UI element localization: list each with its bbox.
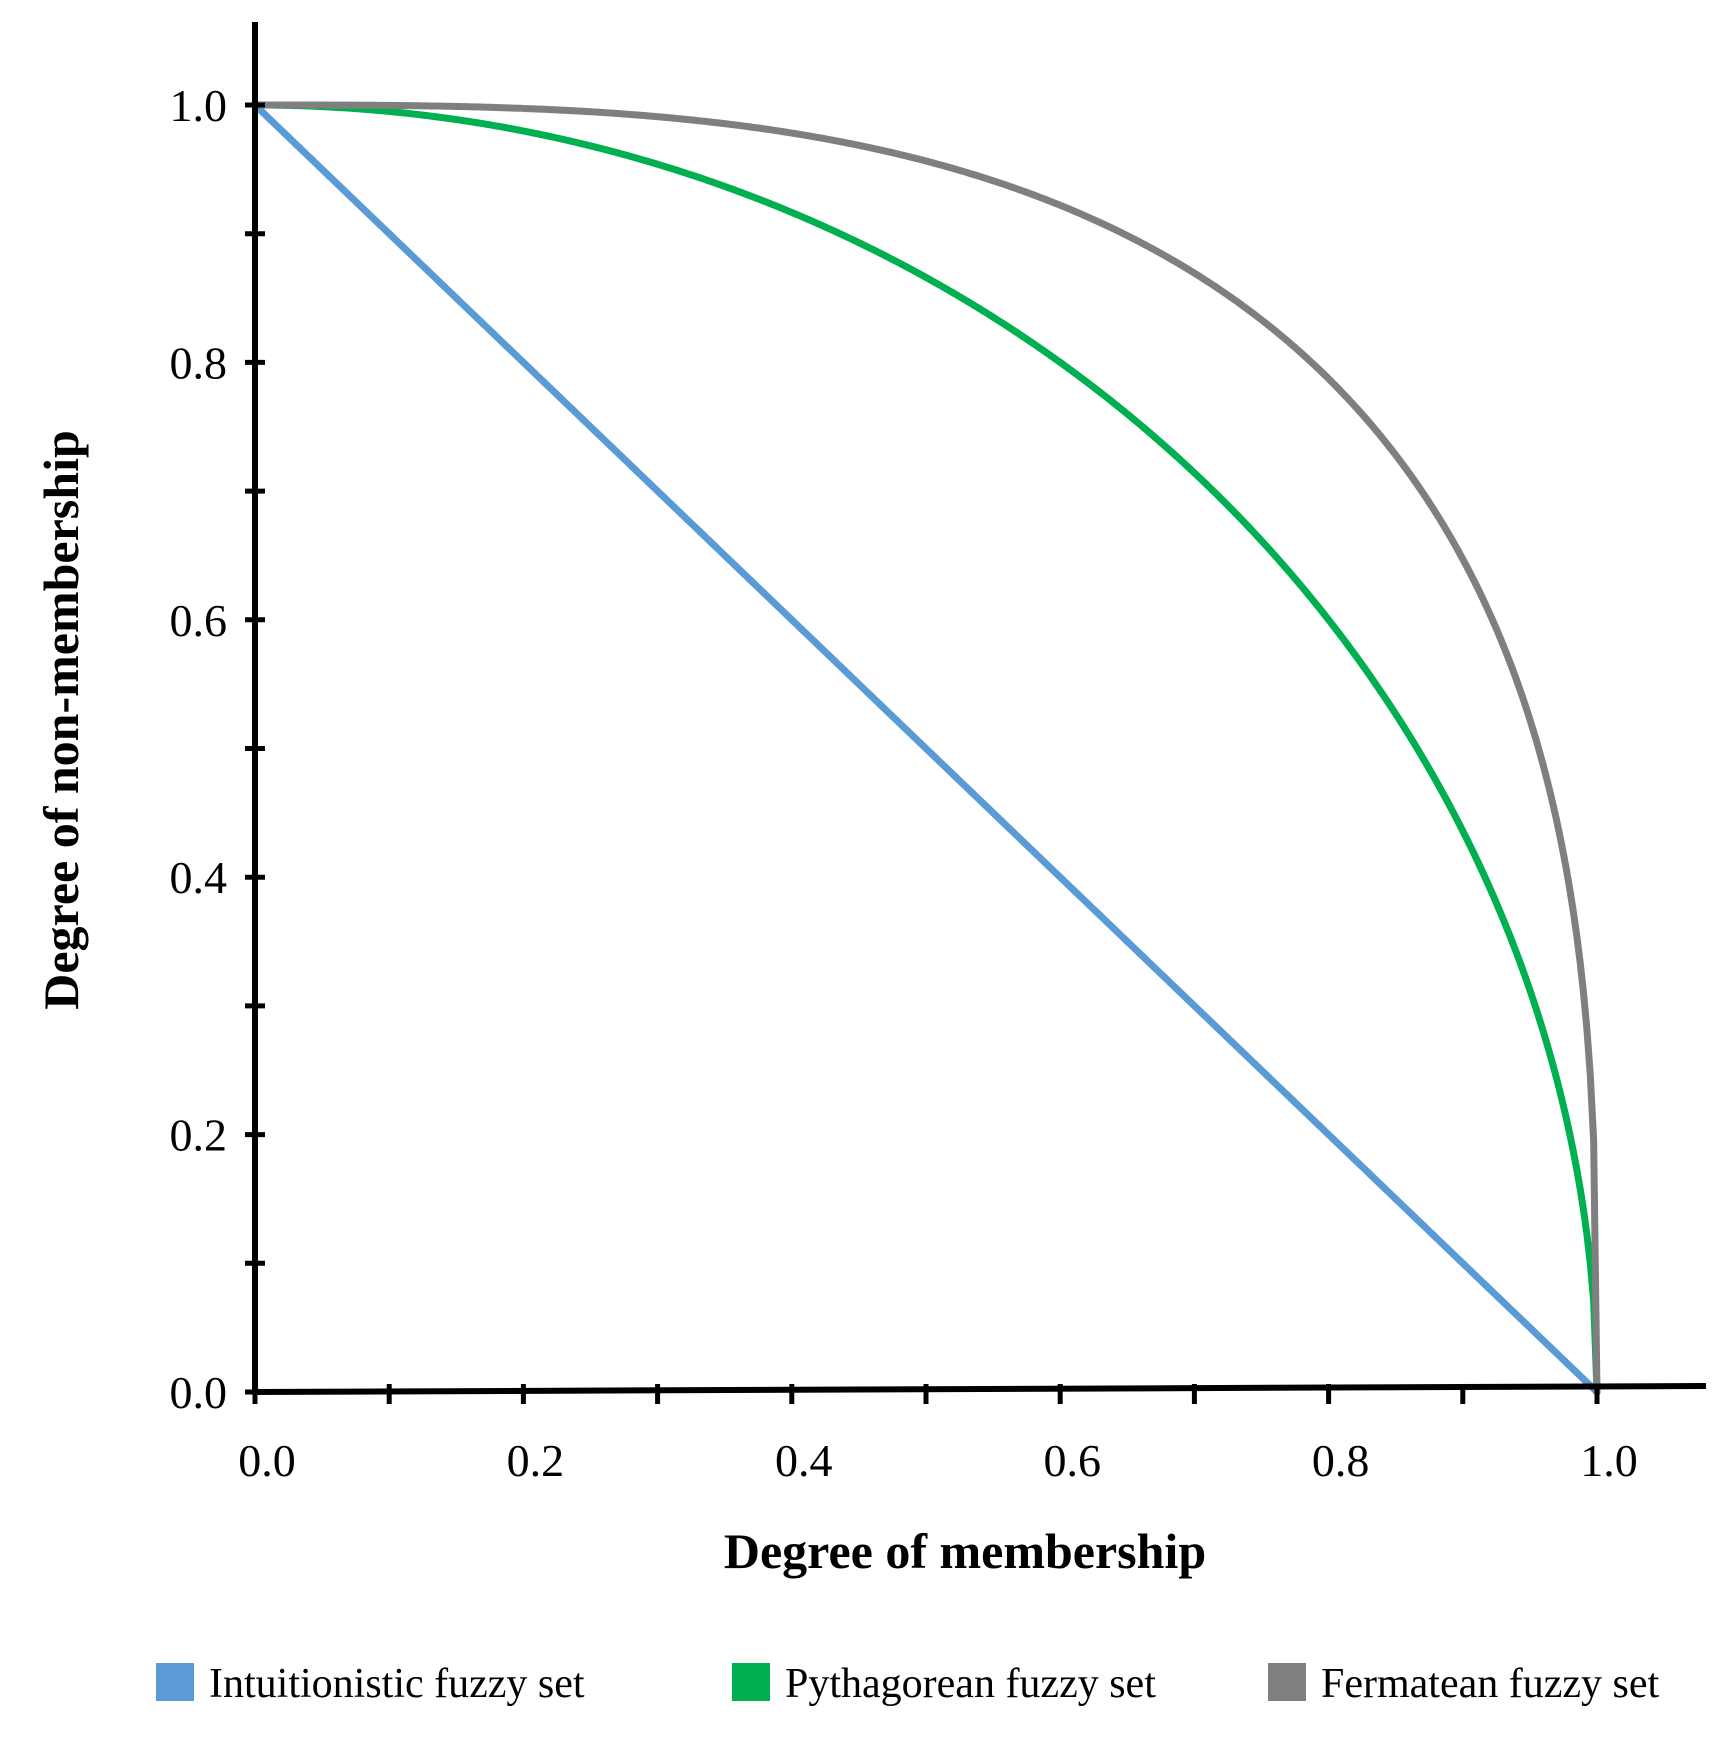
x-tick-label: 0.2 <box>507 1435 565 1486</box>
x-tick-label: 0.0 <box>238 1435 296 1486</box>
y-tick-label: 0.2 <box>170 1110 228 1161</box>
x-tick-label: 0.4 <box>775 1435 833 1486</box>
legend-swatch <box>732 1663 770 1701</box>
series-layer <box>251 101 1601 1396</box>
y-tick-label: 0.6 <box>170 595 228 646</box>
legend-label: Fermatean fuzzy set <box>1321 1661 1660 1707</box>
x-axis-line <box>251 1383 1707 1395</box>
legend-swatch <box>1268 1663 1306 1701</box>
axes-layer <box>245 22 1707 1404</box>
y-tick-label: 0.8 <box>170 337 228 388</box>
legend-item: Pythagorean fuzzy set <box>732 1661 1156 1707</box>
legend: Intuitionistic fuzzy set Pythagorean fuzz… <box>156 1661 1660 1707</box>
y-tick-label: 0.4 <box>170 852 228 903</box>
series-line-1 <box>251 101 1601 1396</box>
legend-swatch <box>156 1663 194 1701</box>
series-line-3 <box>251 101 1601 1396</box>
y-tick-label: 0.0 <box>170 1367 228 1418</box>
labels-layer: 0.0 0.2 0.4 0.6 0.8 1.0 0.0 0.2 0.4 0.6 0.8 1.0 <box>170 80 1638 1486</box>
x-axis-title: Degree of membership <box>724 1523 1206 1579</box>
x-tick-label: 0.8 <box>1312 1435 1370 1486</box>
legend-item: Intuitionistic fuzzy set <box>156 1661 585 1707</box>
legend-label: Intuitionistic fuzzy set <box>209 1661 585 1707</box>
x-tick-label: 0.6 <box>1043 1435 1101 1486</box>
y-tick-label: 1.0 <box>170 80 228 131</box>
legend-item: Fermatean fuzzy set <box>1268 1661 1660 1707</box>
y-axis-title: Degree of non-membership <box>33 430 89 1010</box>
legend-label: Pythagorean fuzzy set <box>785 1661 1156 1707</box>
x-tick-label: 1.0 <box>1580 1435 1638 1486</box>
series-line-2 <box>251 101 1601 1396</box>
